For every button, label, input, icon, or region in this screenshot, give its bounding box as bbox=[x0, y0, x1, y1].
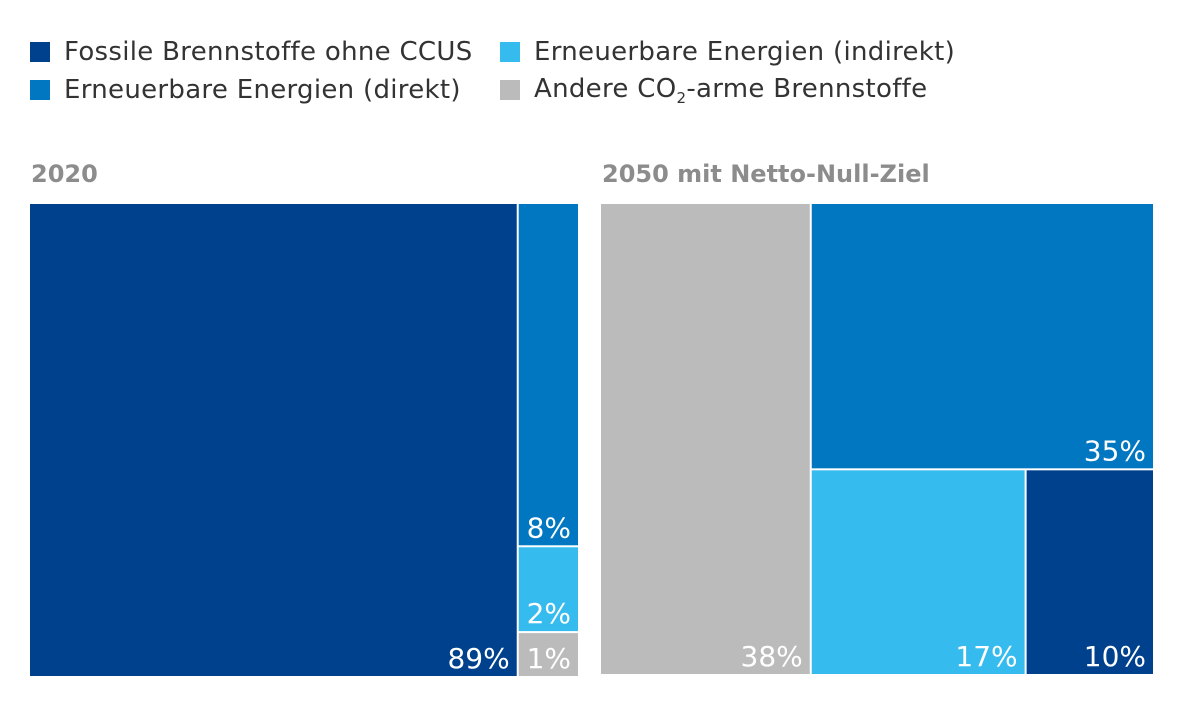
treemap-2050-tile-erneuerbare-energien-direkt bbox=[811, 204, 1153, 469]
treemap-2020-label-andere-co2-arme-brennstoffe: 1% bbox=[527, 642, 571, 675]
legend-label-renewable-indirect: Erneuerbare Energien (indirekt) bbox=[534, 37, 956, 67]
panel-title-2050: 2050 mit Netto-Null-Ziel bbox=[602, 160, 930, 188]
legend-label-other-post: -arme Brennstoffe bbox=[686, 73, 928, 104]
treemap-2050: 38% 35% 17% 10% bbox=[601, 204, 1153, 674]
treemap-2020-label-erneuerbare-energien-indirekt: 2% bbox=[527, 597, 571, 630]
legend-label-other-low-co2: Andere CO2-arme Brennstoffe bbox=[534, 74, 927, 107]
treemap-2050-tile-andere-co2-arme-brennstoffe bbox=[601, 204, 810, 674]
chart-legend: Fossile Brennstoffe ohne CCUS Erneuerbar… bbox=[30, 34, 1170, 114]
treemap-2050-tile-fossile-brennstoffe-ohne-ccus bbox=[1026, 470, 1153, 674]
legend-swatch-renewable-direct bbox=[30, 80, 50, 100]
treemap-2020-label-erneuerbare-energien-direkt: 8% bbox=[527, 511, 571, 544]
legend-label-renewable-direct: Erneuerbare Energien (direkt) bbox=[64, 75, 461, 105]
legend-item-fossil: Fossile Brennstoffe ohne CCUS bbox=[30, 34, 473, 70]
legend-swatch-other-low-co2 bbox=[500, 80, 520, 100]
legend-label-other-pre: Andere CO bbox=[534, 73, 677, 104]
legend-swatch-fossil bbox=[30, 42, 50, 62]
treemap-2050-tile-erneuerbare-energien-indirekt bbox=[811, 470, 1025, 674]
treemap-2020-tile-fossile-brennstoffe-ohne-ccus bbox=[30, 204, 517, 676]
legend-label-other-sub: 2 bbox=[676, 88, 687, 107]
treemap-2020-tile-erneuerbare-energien-indirekt bbox=[518, 547, 578, 632]
legend-swatch-renewable-indirect bbox=[500, 42, 520, 62]
treemap-2020-tile-andere-co2-arme-brennstoffe bbox=[518, 633, 578, 676]
treemap-2050-label-erneuerbare-energien-direkt: 35% bbox=[1084, 434, 1146, 467]
treemap-2050-label-fossile-brennstoffe-ohne-ccus: 10% bbox=[1084, 640, 1146, 673]
legend-item-renewable-indirect: Erneuerbare Energien (indirekt) bbox=[500, 34, 955, 70]
legend-item-renewable-direct: Erneuerbare Energien (direkt) bbox=[30, 72, 461, 108]
treemap-2050-label-erneuerbare-energien-indirekt: 17% bbox=[955, 640, 1017, 673]
legend-item-other-low-co2: Andere CO2-arme Brennstoffe bbox=[500, 72, 927, 108]
treemap-2020-tile-erneuerbare-energien-direkt bbox=[518, 204, 578, 546]
legend-label-fossil: Fossile Brennstoffe ohne CCUS bbox=[64, 37, 473, 67]
treemap-2050-label-andere-co2-arme-brennstoffe: 38% bbox=[741, 640, 803, 673]
panel-title-2020: 2020 bbox=[31, 160, 98, 188]
treemap-2020: 89% 8% 2% 1% bbox=[30, 204, 578, 676]
treemap-2020-label-fossile-brennstoffe-ohne-ccus: 89% bbox=[447, 642, 509, 675]
